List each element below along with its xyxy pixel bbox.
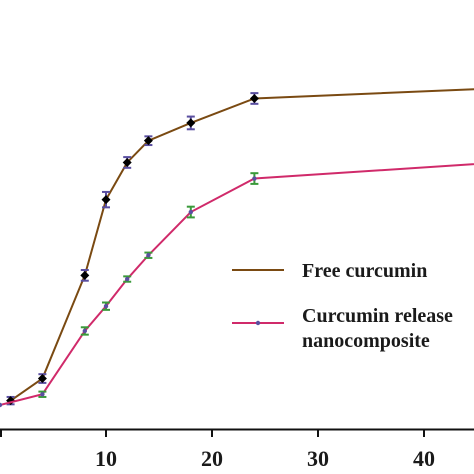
x-tick-label: 40 [413, 446, 435, 471]
data-point [186, 118, 196, 128]
legend-label-nanocomposite-line1: Curcumin release [302, 305, 453, 327]
data-point [122, 157, 132, 167]
series-layer [0, 88, 474, 408]
legend-label-nanocomposite-line2: nanocomposite [302, 330, 430, 352]
data-point [80, 270, 90, 280]
data-point [82, 328, 88, 334]
series-1 [0, 163, 474, 408]
data-point [249, 93, 259, 103]
data-point [143, 136, 153, 146]
data-point [103, 303, 109, 309]
data-point [125, 276, 130, 282]
x-tick-label: 20 [201, 446, 223, 471]
x-tick-label: 30 [307, 446, 329, 471]
legend: Free curcumin Curcumin release nanocompo… [232, 260, 453, 352]
data-point [0, 402, 3, 408]
data-point [252, 176, 257, 181]
legend-label-free-curcumin: Free curcumin [302, 260, 427, 282]
series-line [0, 163, 474, 406]
data-point [37, 374, 47, 384]
data-point [146, 253, 151, 258]
x-ticks: 10 20 30 40 [0, 429, 435, 471]
legend-marker-nanocomposite [255, 320, 261, 326]
data-point [101, 195, 111, 205]
data-point [188, 209, 193, 215]
series-0 [6, 88, 474, 406]
data-point [40, 392, 45, 397]
series-line [10, 88, 474, 402]
x-tick-label: 10 [95, 446, 117, 471]
